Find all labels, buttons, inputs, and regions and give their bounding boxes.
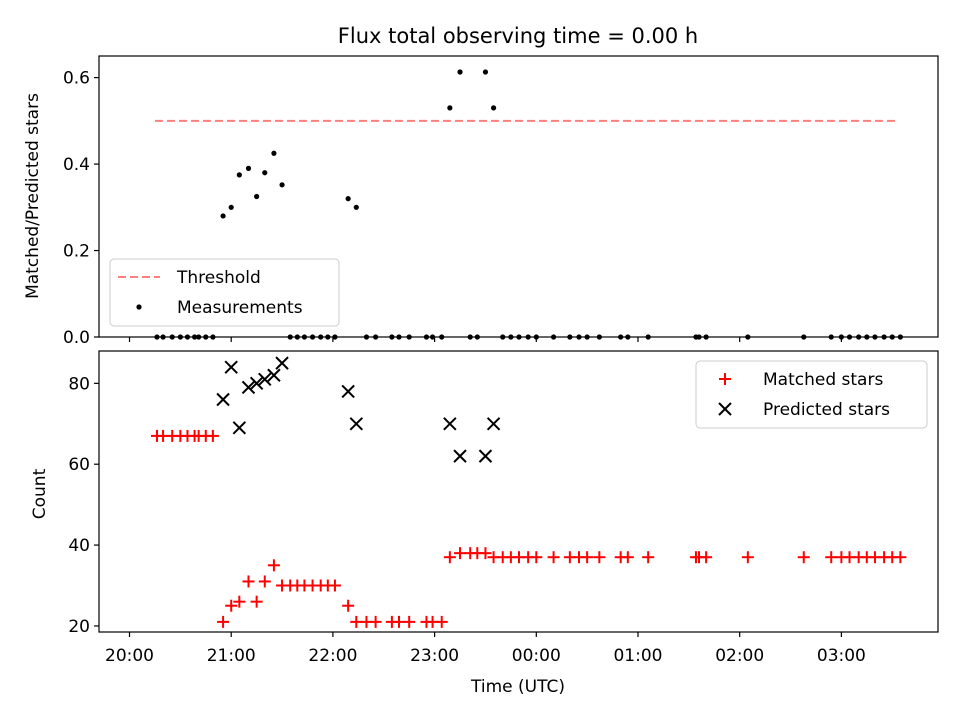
matched-star-point (621, 551, 634, 564)
bottom-x-tick-label: 22:00 (308, 646, 357, 666)
bottom-x-tick-label: 23:00 (410, 646, 459, 666)
matched-star-point (403, 615, 416, 628)
legend-threshold-label: Threshold (176, 268, 261, 288)
measurement-point (279, 182, 285, 188)
predicted-star-point (341, 384, 355, 399)
matched-star-point (443, 551, 456, 564)
predicted-star-point (267, 368, 281, 382)
matched-star-point (797, 551, 810, 564)
top-panel: Flux total observing time = 0.00 h Match… (23, 24, 939, 348)
legend-predicted-swatch (718, 402, 732, 416)
matched-star-point (741, 551, 754, 564)
matched-star-point (217, 615, 230, 628)
measurement-point (490, 105, 497, 111)
bottom-x-tick-label: 01:00 (613, 646, 662, 666)
bottom-x-tick-label: 21:00 (207, 646, 256, 666)
bottom-legend-box (695, 360, 928, 429)
measurement-point (447, 105, 453, 111)
matched-star-point (530, 551, 543, 564)
matched-star-point (328, 579, 341, 592)
measurement-point (457, 69, 463, 75)
matched-star-point (581, 551, 594, 564)
top-legend: Threshold Measurements (109, 258, 340, 327)
predicted-star-point (486, 417, 501, 431)
bottom-x-tick-label: 02:00 (715, 646, 764, 666)
predicted-star-point (275, 356, 289, 370)
matched-star-point (242, 575, 255, 588)
top-x-ticks (128, 337, 842, 342)
measurement-point (271, 150, 277, 156)
matched-star-point (225, 599, 238, 612)
matched-star-point (894, 551, 907, 564)
top-y-axis-label: Matched/Predicted stars (23, 93, 43, 299)
matched-star-point (593, 551, 606, 564)
predicted-star-point (349, 417, 364, 431)
predicted-star-point (443, 417, 457, 431)
matched-star-points (150, 429, 907, 628)
measurement-point (254, 193, 260, 200)
measurement-point (245, 165, 252, 171)
top-y-tick-label: 0.2 (63, 242, 90, 262)
predicted-star-point (241, 380, 256, 395)
matched-star-point (258, 575, 271, 588)
measurement-point (220, 213, 226, 219)
matched-star-point (369, 615, 382, 628)
predicted-star-point (232, 421, 247, 435)
legend-measurements-swatch (136, 304, 142, 310)
predicted-star-point (258, 372, 272, 387)
matched-star-point (393, 615, 406, 628)
top-y-tick-label: 0.6 (63, 69, 90, 89)
bottom-plot-frame (98, 350, 939, 633)
matched-star-point (350, 615, 363, 628)
bottom-x-tick-label: 00:00 (512, 646, 561, 666)
legend-measurements-label: Measurements (177, 298, 303, 318)
top-plot-frame (98, 55, 939, 338)
matched-star-point (479, 547, 492, 560)
matched-star-point (267, 559, 280, 572)
matched-star-point (206, 429, 219, 442)
legend-matched-swatch (719, 373, 731, 385)
legend-matched-label: Matched stars (763, 370, 883, 390)
measurement-point (482, 69, 489, 75)
bottom-x-axis-label: Time (UTC) (470, 677, 565, 697)
bottom-panel: Count Time (UTC) 20 40 60 80 20:00 21:00 22:0… (30, 350, 939, 697)
measurement-point (345, 196, 351, 202)
bottom-x-ticks: 20:00 21:00 22:00 23:00 00:00 01:00 02:00 03:00 (105, 632, 866, 666)
top-legend-box (109, 258, 340, 327)
measurement-point (228, 204, 234, 210)
measurement-point (353, 204, 359, 210)
matched-star-point (825, 551, 838, 564)
predicted-star-point (216, 392, 230, 407)
measurement-point (236, 172, 242, 178)
predicted-star-point (478, 449, 493, 463)
legend-predicted-label: Predicted stars (763, 400, 890, 420)
predicted-star-point (224, 360, 238, 374)
matched-star-point (642, 551, 655, 564)
bottom-legend: Matched stars Predicted stars (695, 360, 928, 429)
matched-star-point (342, 599, 355, 612)
top-y-ticks: 0.0 0.2 0.4 0.6 (63, 69, 99, 348)
matched-star-point (454, 547, 467, 560)
bottom-y-axis-label: Count (30, 468, 50, 519)
bottom-y-tick-label: 60 (68, 455, 90, 475)
matched-star-point (700, 551, 713, 564)
predicted-star-point (453, 449, 467, 463)
matched-star-point (250, 595, 263, 608)
top-y-tick-label: 0.0 (63, 328, 90, 348)
top-y-tick-label: 0.4 (63, 155, 90, 175)
matched-star-point (435, 615, 448, 628)
predicted-star-points (216, 356, 501, 463)
bottom-y-tick-label: 20 (68, 617, 90, 637)
bottom-x-tick-label: 20:00 (105, 646, 154, 666)
bottom-y-tick-label: 40 (68, 536, 90, 556)
bottom-y-ticks: 20 40 60 80 (68, 374, 99, 637)
matched-star-point (233, 595, 246, 608)
top-title: Flux total observing time = 0.00 h (338, 24, 698, 48)
matched-star-point (547, 551, 560, 564)
predicted-star-point (249, 376, 264, 391)
bottom-y-tick-label: 80 (68, 374, 90, 394)
measurement-point (262, 170, 268, 176)
bottom-x-tick-label: 03:00 (817, 646, 866, 666)
